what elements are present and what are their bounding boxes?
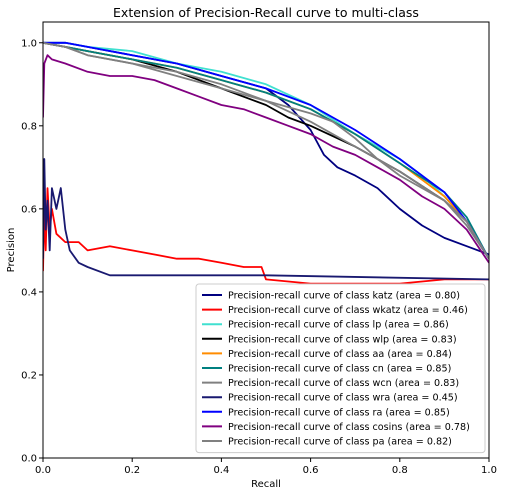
- y-axis-label: Precision: [6, 228, 17, 273]
- series-line-8: [43, 41, 489, 260]
- legend-label-7: Precision-recall curve of class wra (are…: [228, 393, 458, 404]
- legend-label-5: Precision-recall curve of class cn (area…: [228, 364, 451, 375]
- y-tick-label: 0.4: [21, 287, 37, 298]
- series-layer: [43, 41, 489, 285]
- legend-label-9: Precision-recall curve of class cosins (…: [228, 422, 470, 433]
- x-tick-label: 0.8: [392, 465, 408, 476]
- y-tick-label: 0.6: [21, 204, 37, 215]
- x-tick-label: 1.0: [481, 465, 497, 476]
- chart-title: Extension of Precision-Recall curve to m…: [113, 5, 419, 20]
- x-axis-label: Recall: [251, 479, 281, 490]
- x-tick-label: 0.4: [213, 465, 229, 476]
- series-line-1: [43, 187, 489, 285]
- legend-label-6: Precision-recall curve of class wcn (are…: [228, 378, 459, 389]
- legend-label-10: Precision-recall curve of class pa (area…: [228, 437, 452, 448]
- series-line-10: [43, 41, 489, 260]
- ticks-layer: 0.0 0.2 0.4 0.6 0.8 1.0 0.0 0.2 0.4 0.6 0.8 1.0: [21, 38, 497, 476]
- legend-label-4: Precision-recall curve of class aa (area…: [228, 349, 452, 360]
- legend-label-2: Precision-recall curve of class lp (area…: [228, 320, 449, 331]
- legend-label-3: Precision-recall curve of class wlp (are…: [228, 334, 457, 345]
- legend-box: [195, 283, 486, 454]
- y-tick-label: 0.0: [21, 454, 37, 465]
- plot-frame: [42, 21, 490, 459]
- legend-label-1: Precision-recall curve of class wkatz (a…: [228, 305, 468, 316]
- x-tick-label: 0.2: [124, 465, 140, 476]
- x-tick-label: 0.6: [303, 465, 319, 476]
- series-line-0: [43, 41, 489, 256]
- legend-label-0: Precision-recall curve of class katz (ar…: [228, 291, 460, 302]
- legend-label-8: Precision-recall curve of class ra (area…: [228, 407, 450, 418]
- x-tick-label: 0.0: [35, 465, 51, 476]
- y-tick-label: 0.2: [21, 370, 37, 381]
- y-tick-label: 1.0: [21, 38, 37, 49]
- y-tick-label: 0.8: [21, 121, 37, 132]
- legend: Precision-recall curve of class katz (ar…: [195, 283, 486, 454]
- series-line-9: [43, 54, 489, 264]
- series-line-7: [43, 158, 489, 281]
